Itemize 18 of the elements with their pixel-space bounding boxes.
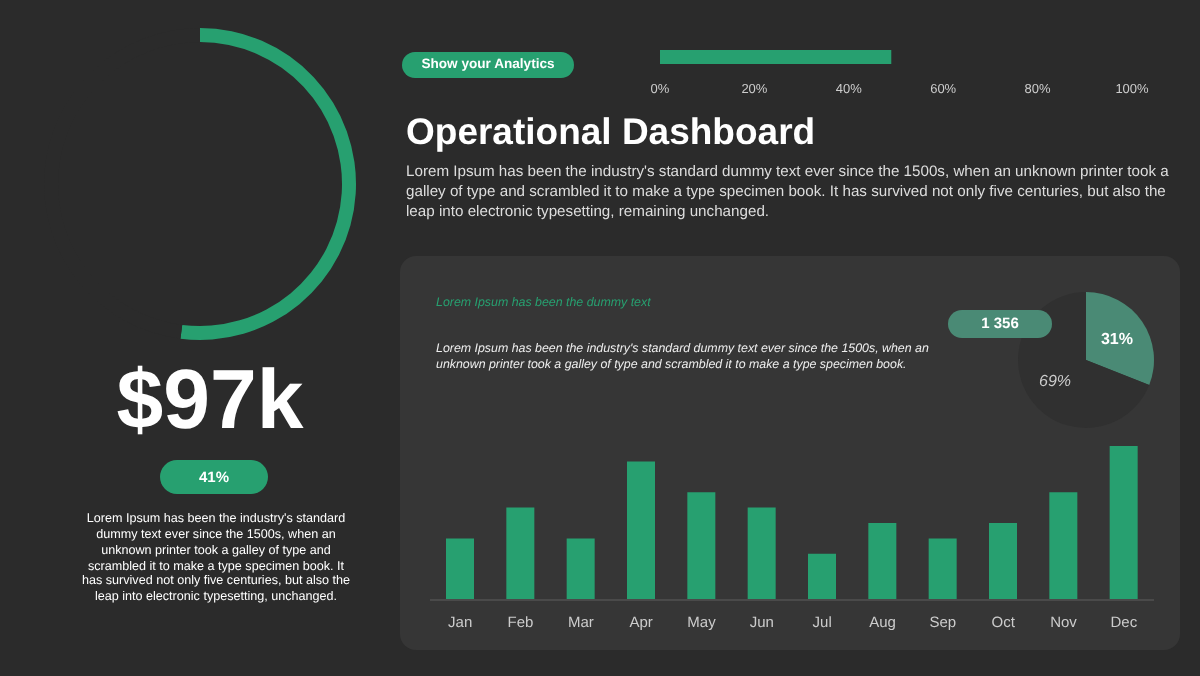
pie-slice — [1086, 292, 1154, 386]
data-label: 69% — [1039, 372, 1072, 391]
bar — [989, 523, 1017, 600]
bar — [747, 507, 776, 600]
bar — [506, 507, 535, 600]
data-label: 31% — [1100, 329, 1133, 348]
text: $97k — [114, 352, 306, 448]
bar — [627, 461, 655, 600]
bar — [1109, 446, 1138, 600]
bar — [1049, 492, 1078, 600]
bar — [566, 538, 595, 600]
bar — [868, 523, 897, 600]
bar — [808, 553, 836, 600]
text: Operational Dashboard — [406, 110, 816, 154]
pie-slice — [1018, 292, 1150, 428]
bar — [446, 538, 474, 600]
bar — [928, 538, 957, 600]
bar — [687, 492, 716, 600]
